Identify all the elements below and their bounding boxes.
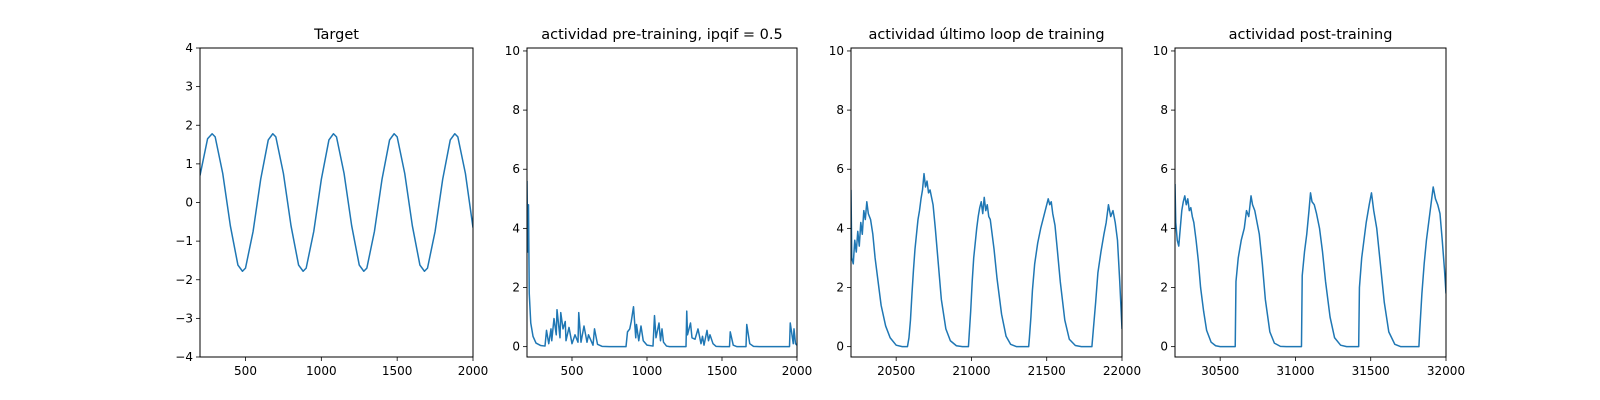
y-tick-label: 3 [185,80,193,94]
y-tick-label: 10 [505,44,520,58]
y-tick-label: 4 [512,221,520,235]
chart-panel-1: Target 500 1000 1500 2000 −4 −3 −2 −1 0 1 2 3 4 [175,27,488,378]
y-tick-label: 0 [836,340,844,354]
chart-title: Target [313,27,359,43]
axes-frame [526,47,798,358]
x-tick-label: 1000 [632,364,663,378]
chart-title: actividad post-training [1229,27,1393,43]
x-tick-label: 31000 [1276,364,1314,378]
x-tick-label: 20500 [877,364,915,378]
y-tick-label: 6 [1160,162,1168,176]
y-tick-label: 4 [185,41,193,55]
y-tick-label: −4 [175,350,193,364]
x-tick-label: 2000 [782,364,813,378]
y-tick-label: 10 [1153,44,1168,58]
x-tick-label: 1500 [382,364,413,378]
y-tick-label: −2 [175,273,193,287]
y-tick-label: 0 [1160,340,1168,354]
chart-title: actividad último loop de training [868,27,1104,43]
chart-panel-2: actividad pre-training, ipqif = 0.5 500 10… [505,27,813,378]
y-tick-label: 4 [836,221,844,235]
x-tick-label: 21000 [952,364,990,378]
y-tick-label: 2 [185,118,193,132]
x-tick-label: 30500 [1201,364,1239,378]
x-tick-label: 22000 [1103,364,1141,378]
x-tick-label: 1500 [707,364,738,378]
y-tick-label: 10 [829,44,844,58]
x-tick-label: 500 [234,364,257,378]
y-tick-label: 0 [512,340,520,354]
y-tick-label: 8 [512,103,520,117]
x-tick-label: 1000 [306,364,337,378]
x-tick-label: 21500 [1028,364,1066,378]
series-line [851,172,1122,348]
y-tick-label: 6 [512,162,520,176]
series-line [527,181,797,348]
chart-title: actividad pre-training, ipqif = 0.5 [541,27,782,43]
y-tick-label: 1 [185,157,193,171]
y-tick-label: 0 [185,196,193,210]
axes-frame [850,47,1123,358]
x-tick-label: 31500 [1352,364,1390,378]
series-line [200,133,473,272]
axes-frame [1174,47,1447,358]
y-tick-label: 4 [1160,221,1168,235]
y-tick-label: −1 [175,234,193,248]
y-tick-label: −3 [175,311,193,325]
axes-frame [199,47,474,358]
x-tick-label: 32000 [1427,364,1465,378]
chart-panel-4: actividad post-training 30500 31000 31500 32… [1153,27,1465,378]
y-tick-label: 2 [836,281,844,295]
y-tick-label: 2 [1160,281,1168,295]
y-tick-label: 8 [836,103,844,117]
x-tick-label: 500 [561,364,584,378]
series-line [1175,184,1446,348]
y-tick-label: 6 [836,162,844,176]
y-tick-label: 8 [1160,103,1168,117]
y-tick-label: 2 [512,281,520,295]
x-tick-label: 2000 [458,364,489,378]
